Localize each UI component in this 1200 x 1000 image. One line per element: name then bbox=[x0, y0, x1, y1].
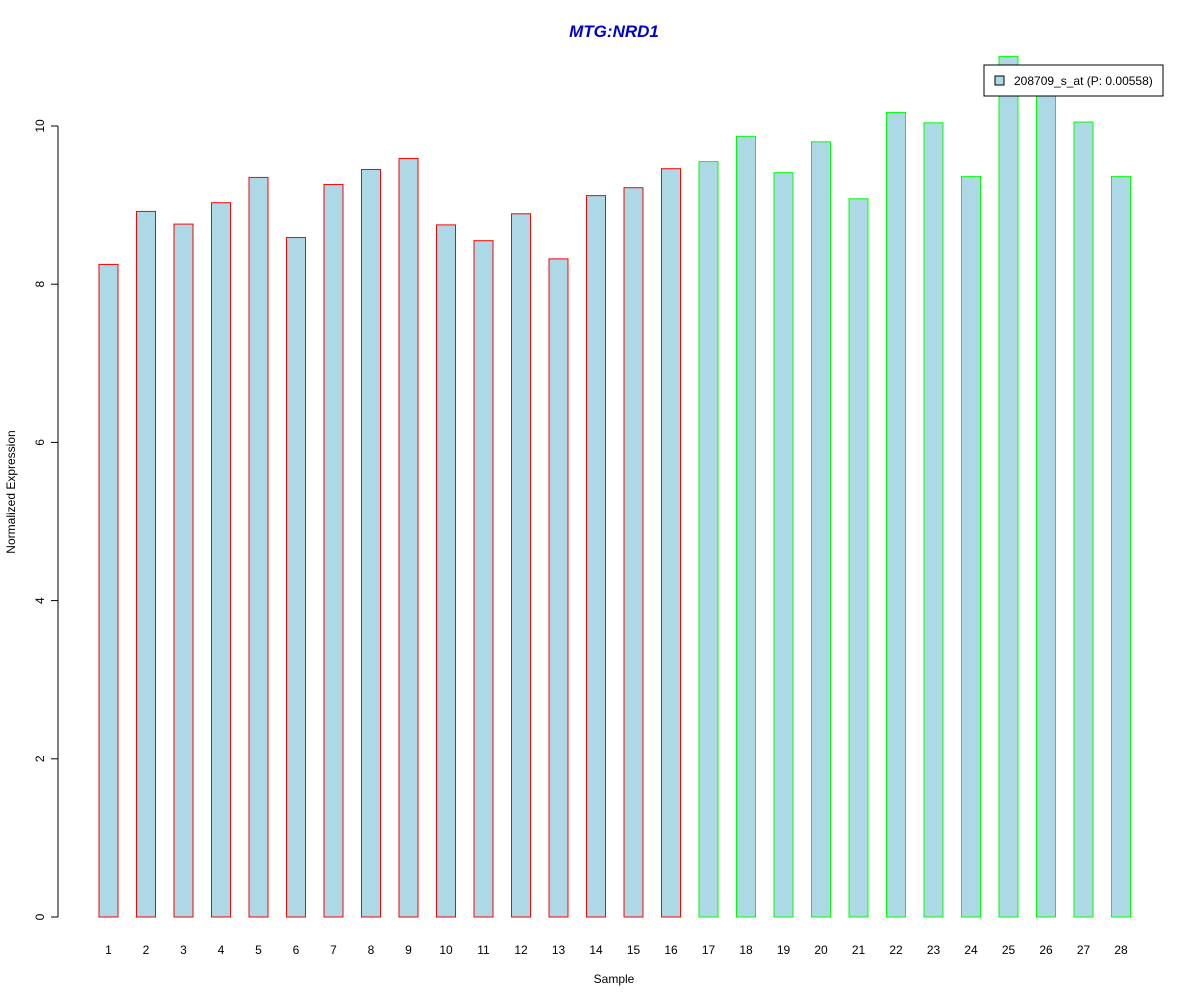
bar-sample-21 bbox=[848, 198, 869, 918]
legend-swatch bbox=[994, 75, 1005, 86]
x-axis-tick-label: 9 bbox=[405, 943, 412, 957]
x-axis-tick-label: 23 bbox=[927, 943, 941, 957]
x-axis-tick-label: 17 bbox=[702, 943, 716, 957]
bar-sample-26 bbox=[1036, 78, 1056, 918]
x-axis-tick-label: 19 bbox=[777, 943, 791, 957]
x-axis-tick-label: 22 bbox=[889, 943, 903, 957]
x-axis-tick-label: 25 bbox=[1002, 943, 1016, 957]
bar-sample-3 bbox=[173, 223, 194, 918]
bar-sample-24 bbox=[961, 176, 981, 918]
bar-sample-22 bbox=[886, 112, 906, 918]
x-axis-tick-label: 24 bbox=[964, 943, 978, 957]
x-axis-tick-label: 6 bbox=[293, 943, 300, 957]
legend-label: 208709_s_at (P: 0.00558) bbox=[1014, 74, 1153, 88]
bar-sample-10 bbox=[436, 224, 456, 918]
x-axis-tick-label: 8 bbox=[368, 943, 375, 957]
bar-sample-5 bbox=[248, 176, 269, 918]
bar-sample-15 bbox=[623, 187, 644, 918]
x-axis-tick-label: 11 bbox=[477, 943, 490, 957]
x-axis-tick-label: 18 bbox=[739, 943, 753, 957]
x-axis-tick-label: 26 bbox=[1039, 943, 1053, 957]
y-axis-tick-label: 2 bbox=[33, 755, 47, 762]
bar-sample-20 bbox=[811, 141, 831, 918]
x-axis-tick-label: 4 bbox=[218, 943, 225, 957]
legend-box bbox=[983, 64, 1164, 97]
chart-title: MTG:NRD1 bbox=[569, 22, 659, 41]
x-axis-tick-label: 15 bbox=[627, 943, 641, 957]
bar-sample-23 bbox=[923, 122, 944, 918]
bars bbox=[98, 55, 1131, 918]
x-axis-tick-label: 3 bbox=[180, 943, 187, 957]
bar-sample-27 bbox=[1073, 121, 1094, 918]
bar-sample-11 bbox=[473, 240, 494, 918]
y-axis-label: Normalized Expression bbox=[4, 430, 18, 553]
x-axis-tick-label: 2 bbox=[143, 943, 150, 957]
bar-sample-18 bbox=[736, 135, 756, 918]
bar-sample-6 bbox=[286, 237, 306, 918]
bar-sample-25 bbox=[998, 55, 1019, 918]
x-axis-tick-label: 7 bbox=[330, 943, 337, 957]
x-axis-tick-label: 14 bbox=[589, 943, 603, 957]
bar-sample-9 bbox=[398, 157, 419, 918]
bar-sample-7 bbox=[323, 184, 344, 918]
bar-sample-4 bbox=[211, 202, 231, 918]
x-axis-tick-label: 12 bbox=[514, 943, 528, 957]
bar-sample-16 bbox=[661, 168, 681, 918]
y-axis-tick-label: 4 bbox=[33, 597, 47, 604]
x-axis-tick-label: 5 bbox=[255, 943, 262, 957]
bar-sample-2 bbox=[136, 210, 156, 918]
x-axis-tick-label: 10 bbox=[439, 943, 453, 957]
bar-sample-28 bbox=[1111, 176, 1131, 918]
x-axis-tick-label: 21 bbox=[852, 943, 866, 957]
bar-sample-19 bbox=[773, 172, 794, 918]
x-axis-tick-label: 28 bbox=[1114, 943, 1128, 957]
x-axis-tick-label: 20 bbox=[814, 943, 828, 957]
x-axis-tick-label: 16 bbox=[664, 943, 678, 957]
x-axis-tick-label: 13 bbox=[552, 943, 566, 957]
bar-sample-8 bbox=[361, 169, 381, 918]
legend: 208709_s_at (P: 0.00558) bbox=[983, 64, 1164, 97]
bar-sample-14 bbox=[586, 195, 606, 918]
x-axis-tick-labels: 1 2 3 4 5 6 7 8 9 10 11 12 13 14 15 16 17 18 19 20 21 22 23 24 2… bbox=[105, 943, 1128, 957]
y-axis-tick-label: 0 bbox=[33, 913, 47, 920]
bar-sample-13 bbox=[548, 258, 569, 918]
y-axis-tick-label: 10 bbox=[33, 119, 47, 133]
bar-sample-1 bbox=[98, 263, 119, 918]
x-axis-tick-label: 1 bbox=[105, 943, 112, 957]
y-axis-tick-label: 8 bbox=[33, 281, 47, 288]
bar-sample-17 bbox=[698, 161, 719, 918]
y-axis-tick-label: 6 bbox=[33, 439, 47, 446]
bar-sample-12 bbox=[511, 213, 531, 918]
x-axis-label: Sample bbox=[594, 972, 635, 986]
x-axis-tick-label: 27 bbox=[1077, 943, 1091, 957]
y-axis: 0 2 4 6 8 10 bbox=[33, 119, 59, 920]
